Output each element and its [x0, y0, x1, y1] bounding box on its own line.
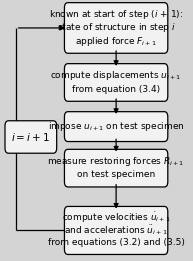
FancyBboxPatch shape	[5, 121, 57, 153]
Text: known at start of step ($i$ + 1):: known at start of step ($i$ + 1):	[49, 8, 183, 21]
FancyBboxPatch shape	[64, 64, 168, 101]
Text: state of structure in step $i$: state of structure in step $i$	[57, 21, 176, 34]
Text: from equation (3.4): from equation (3.4)	[72, 85, 160, 94]
Text: compute displacements $u_{i+1}$: compute displacements $u_{i+1}$	[50, 69, 182, 82]
FancyBboxPatch shape	[64, 3, 168, 53]
Text: and accelerations $\ddot{u}_{i+1}$: and accelerations $\ddot{u}_{i+1}$	[64, 224, 168, 237]
Text: impose $u_{i+1}$ on test specimen: impose $u_{i+1}$ on test specimen	[48, 120, 185, 133]
Text: $i = i + 1$: $i = i + 1$	[11, 131, 50, 143]
Text: compute velocities $\dot{u}_{i+1}$: compute velocities $\dot{u}_{i+1}$	[62, 211, 170, 225]
Text: from equations (3.2) and (3.5): from equations (3.2) and (3.5)	[48, 239, 185, 247]
Text: applied force $F_{i+1}$: applied force $F_{i+1}$	[75, 35, 157, 48]
FancyBboxPatch shape	[64, 112, 168, 141]
FancyBboxPatch shape	[64, 206, 168, 254]
Text: on test specimen: on test specimen	[77, 170, 155, 180]
Text: measure restoring forces $R_{i+1}$: measure restoring forces $R_{i+1}$	[47, 155, 185, 168]
FancyBboxPatch shape	[64, 149, 168, 187]
